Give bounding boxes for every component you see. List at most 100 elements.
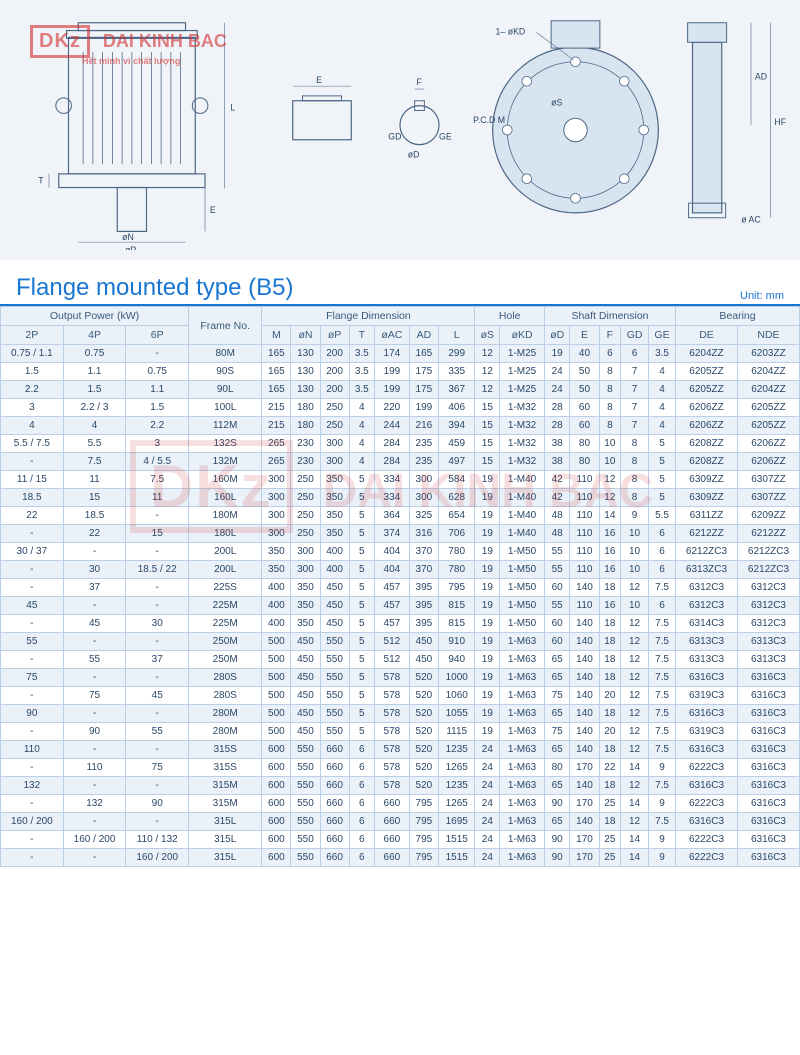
table-cell: 5 — [349, 579, 374, 597]
table-cell: 364 — [374, 507, 409, 525]
table-header-cell: 4P — [63, 326, 126, 345]
table-cell: 160M — [189, 471, 262, 489]
table-cell: 38 — [544, 435, 569, 453]
table-cell: 350 — [262, 543, 291, 561]
table-cell: 12 — [621, 669, 649, 687]
table-cell: 50 — [570, 363, 599, 381]
table-cell: 4 — [63, 417, 126, 435]
table-cell: 578 — [374, 705, 409, 723]
table-cell: 280M — [189, 723, 262, 741]
table-cell: 130 — [291, 363, 320, 381]
table-cell: - — [126, 741, 189, 759]
table-cell: 7 — [621, 417, 649, 435]
table-cell: 80 — [570, 453, 599, 471]
table-cell: 140 — [570, 777, 599, 795]
table-cell: 12 — [475, 381, 500, 399]
table-cell: 1-M63 — [500, 651, 545, 669]
table-cell: 19 — [475, 561, 500, 579]
table-cell: 300 — [262, 471, 291, 489]
table-cell: 2.2 / 3 — [63, 399, 126, 417]
table-cell: 20 — [599, 723, 621, 741]
table-cell: 65 — [544, 741, 569, 759]
table-header-cell: øS — [475, 326, 500, 345]
table-cell: 1.1 — [126, 381, 189, 399]
table-body: 0.75 / 1.10.75-80M1651302003.51741652991… — [1, 345, 800, 867]
table-cell: 6 — [648, 543, 675, 561]
table-cell: 112M — [189, 417, 262, 435]
table-cell: 140 — [570, 633, 599, 651]
table-cell: 300 — [262, 489, 291, 507]
table-cell: 55 — [63, 651, 126, 669]
table-row: 5.5 / 7.55.53132S2652303004284235459151-… — [1, 435, 800, 453]
table-cell: 6203ZZ — [737, 345, 799, 363]
table-cell: 12 — [621, 777, 649, 795]
table-cell: 600 — [262, 813, 291, 831]
table-header-cell: NDE — [737, 326, 799, 345]
table-cell: 24 — [475, 741, 500, 759]
table-cell: 299 — [438, 345, 475, 363]
table-cell: 7.5 — [648, 669, 675, 687]
table-cell: 350 — [291, 615, 320, 633]
table-cell: 350 — [320, 507, 349, 525]
table-cell: 6212ZZ — [676, 525, 738, 543]
table-cell: 300 — [409, 471, 438, 489]
table-header-group: Bearing — [676, 307, 800, 326]
table-cell: 230 — [291, 435, 320, 453]
table-cell: 170 — [570, 759, 599, 777]
table-cell: 15 — [475, 417, 500, 435]
table-cell: 200 — [320, 363, 349, 381]
table-cell: 660 — [320, 849, 349, 867]
table-cell: 22 — [1, 507, 64, 525]
table-cell: 25 — [599, 795, 621, 813]
dim-GD: GD — [388, 132, 401, 142]
table-cell: 6205ZZ — [676, 381, 738, 399]
table-cell: 315M — [189, 795, 262, 813]
table-cell: - — [63, 669, 126, 687]
table-cell: 1-M63 — [500, 669, 545, 687]
table-cell: 628 — [438, 489, 475, 507]
table-cell: 160 / 200 — [63, 831, 126, 849]
table-cell: - — [63, 633, 126, 651]
table-cell: 244 — [374, 417, 409, 435]
table-cell: 19 — [475, 597, 500, 615]
table-cell: - — [1, 651, 64, 669]
table-cell: 315L — [189, 813, 262, 831]
table-cell: 7.5 — [648, 633, 675, 651]
table-cell: 19 — [475, 651, 500, 669]
table-cell: 12 — [621, 723, 649, 741]
dim-GE: GE — [439, 132, 452, 142]
table-cell: 6206ZZ — [737, 435, 799, 453]
table-cell: 512 — [374, 633, 409, 651]
table-cell: 6312C3 — [737, 615, 799, 633]
dim-HF: HF — [774, 117, 786, 127]
table-cell: 370 — [409, 543, 438, 561]
table-cell: 1265 — [438, 759, 475, 777]
table-cell: 660 — [374, 831, 409, 849]
table-cell: 10 — [599, 435, 621, 453]
table-cell: - — [126, 705, 189, 723]
table-cell: - — [1, 831, 64, 849]
table-cell: 1-M63 — [500, 849, 545, 867]
table-header-cell: øAC — [374, 326, 409, 345]
table-cell: 18 — [599, 813, 621, 831]
table-row: -3018.5 / 22200L3503004005404370780191-M… — [1, 561, 800, 579]
table-cell: - — [1, 723, 64, 741]
table-cell: 315L — [189, 849, 262, 867]
table-cell: - — [126, 633, 189, 651]
table-cell: 160L — [189, 489, 262, 507]
table-cell: 5 — [349, 669, 374, 687]
table-cell: 660 — [374, 849, 409, 867]
table-cell: 90 — [63, 723, 126, 741]
table-cell: 300 — [291, 543, 320, 561]
table-cell: - — [1, 579, 64, 597]
table-cell: 15 — [475, 435, 500, 453]
table-cell: 520 — [409, 741, 438, 759]
table-cell: 6316C3 — [737, 669, 799, 687]
table-cell: 1.5 — [126, 399, 189, 417]
table-cell: 19 — [475, 723, 500, 741]
table-cell: 1115 — [438, 723, 475, 741]
table-cell: 315S — [189, 759, 262, 777]
flange-side-profile: AD HF ø AC — [688, 23, 786, 225]
table-cell: 1515 — [438, 849, 475, 867]
dim-oD: øD — [408, 149, 420, 159]
